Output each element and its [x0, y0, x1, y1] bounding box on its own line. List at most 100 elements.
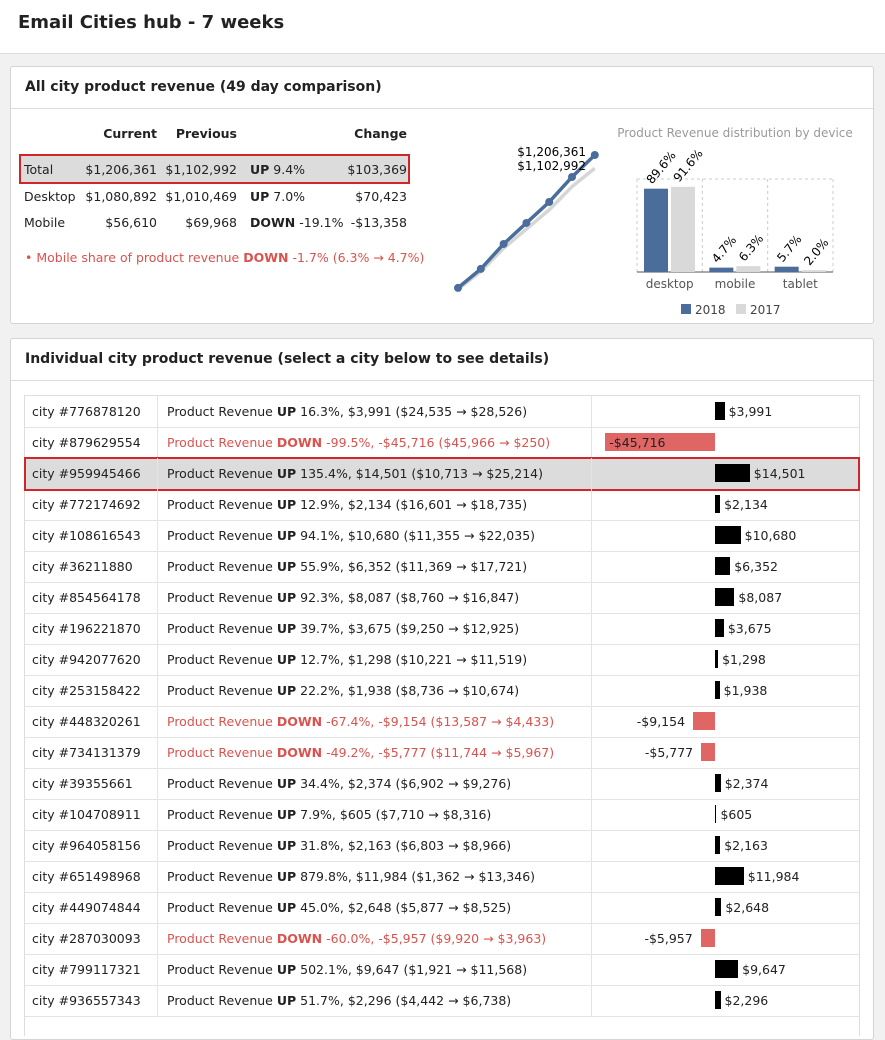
direction: DOWN [276, 745, 323, 760]
city-row[interactable]: city #879629554 Product Revenue DOWN -99.… [25, 427, 859, 459]
city-detail: Product Revenue DOWN -49.2%, -$5,777 ($1… [159, 737, 592, 768]
change-label: $9,647 [742, 962, 786, 977]
city-row[interactable]: city #959945466 Product Revenue UP 135.4%… [24, 457, 860, 491]
direction: UP [276, 838, 297, 853]
city-row[interactable]: city #36211880 Product Revenue UP 55.9%, … [25, 551, 859, 583]
sparkline-point [522, 218, 531, 227]
change-bar [715, 867, 744, 885]
change-bar [715, 650, 719, 668]
city-row[interactable]: city #104708911 Product Revenue UP 7.9%, … [25, 799, 859, 831]
city-row[interactable]: city #936557343 Product Revenue UP 51.7%,… [25, 985, 859, 1017]
city-row[interactable]: city #448320261 Product Revenue DOWN -67.… [25, 706, 859, 738]
bar [709, 267, 734, 272]
city-name: city #196221870 [25, 613, 158, 644]
city-detail: Product Revenue UP 31.8%, $2,163 ($6,803… [159, 830, 592, 861]
legend-label: 2018 [695, 303, 726, 317]
note-detail: -1.7% (6.3% → 4.7%) [292, 250, 425, 265]
change-label: $3,675 [727, 621, 772, 636]
percent: 9.4% [273, 162, 306, 177]
city-row[interactable]: city #39355661 Product Revenue UP 34.4%, … [25, 768, 859, 800]
chart-title: Product Revenue distribution by device [617, 126, 853, 140]
sparkline-label: $1,206,361 [517, 145, 586, 159]
detail: 34.4%, $2,374 ($6,902 → $9,276) [300, 776, 512, 791]
city-name: city #959945466 [25, 458, 158, 489]
city-row[interactable]: city #772174692 Product Revenue UP 12.9%,… [25, 489, 859, 521]
change-label: $2,374 [724, 776, 769, 791]
city-row[interactable]: city #253158422 Product Revenue UP 22.2%,… [25, 675, 859, 707]
city-row[interactable]: city #942077620 Product Revenue UP 12.7%,… [25, 644, 859, 676]
value-label: 6.3% [736, 232, 766, 264]
city-row[interactable]: city #776878120 Product Revenue UP 16.3%,… [25, 396, 859, 428]
metric: Product Revenue [167, 900, 273, 915]
city-name: city #36211880 [25, 551, 158, 582]
detail: 12.9%, $2,134 ($16,601 → $18,735) [300, 497, 528, 512]
direction: UP 7.0% [250, 189, 305, 204]
direction: UP [276, 900, 297, 915]
city-name: city #942077620 [25, 644, 158, 675]
row-label: Desktop [24, 188, 76, 204]
direction: UP [276, 590, 297, 605]
detail: 55.9%, $6,352 ($11,369 → $17,721) [300, 559, 528, 574]
panel-title: All city product revenue (49 day compari… [25, 79, 382, 95]
change-bar [715, 495, 721, 513]
detail: -60.0%, -$5,957 ($9,920 → $3,963) [326, 931, 547, 946]
city-detail: Product Revenue DOWN -60.0%, -$5,957 ($9… [159, 923, 592, 954]
city-row[interactable]: city #108616543 Product Revenue UP 94.1%,… [25, 520, 859, 552]
direction: DOWN [276, 714, 323, 729]
detail: 16.3%, $3,991 ($24,535 → $28,526) [300, 404, 528, 419]
change-bar [715, 588, 735, 606]
direction: UP [276, 962, 297, 977]
city-row[interactable]: city #799117321 Product Revenue UP 502.1%… [25, 954, 859, 986]
city-detail: Product Revenue UP 34.4%, $2,374 ($6,902… [159, 768, 592, 799]
city-detail: Product Revenue UP 94.1%, $10,680 ($11,3… [159, 520, 592, 551]
row-label: Mobile [24, 215, 66, 230]
sparkline-point [499, 239, 508, 248]
direction-word: UP [250, 188, 270, 204]
change-label: $11,984 [747, 869, 800, 884]
city-name: city #39355661 [25, 768, 158, 799]
city-row[interactable]: city #651498968 Product Revenue UP 879.8%… [25, 861, 859, 893]
detail: 31.8%, $2,163 ($6,803 → $8,966) [300, 838, 512, 853]
direction: DOWN [276, 931, 323, 946]
direction: DOWN -19.1% [250, 215, 343, 230]
city-row[interactable]: city #287030093 Product Revenue DOWN -60.… [25, 923, 859, 955]
value-label: 89.6% [644, 148, 679, 186]
direction-word: UP [250, 162, 270, 177]
change-bar [715, 619, 724, 637]
change-bar [715, 774, 721, 792]
detail: 879.8%, $11,984 ($1,362 → $13,346) [300, 869, 536, 884]
metric: Product Revenue [167, 652, 273, 667]
direction: UP [276, 466, 297, 481]
city-name: city #879629554 [25, 427, 158, 458]
note-direction: DOWN [243, 250, 289, 265]
note: • Mobile share of product revenue DOWN -… [25, 250, 425, 265]
direction: UP [276, 404, 297, 419]
page-title: Email Cities hub - 7 weeks [18, 12, 285, 33]
city-row[interactable]: city #196221870 Product Revenue UP 39.7%,… [25, 613, 859, 645]
sparkline-point [568, 173, 576, 182]
city-name: city #108616543 [25, 520, 158, 551]
metric: Product Revenue [167, 683, 273, 698]
city-row[interactable]: city #449074844 Product Revenue UP 45.0%,… [25, 892, 859, 924]
current: $1,080,892 [85, 188, 157, 204]
value-label: 2.0% [801, 236, 831, 268]
city-detail: Product Revenue UP 22.2%, $1,938 ($8,736… [159, 675, 592, 706]
direction: UP [276, 652, 297, 667]
city-row[interactable]: city #964058156 Product Revenue UP 31.8%,… [25, 830, 859, 862]
cities-table: city #776878120 Product Revenue UP 16.3%,… [24, 395, 860, 1036]
city-row[interactable]: city #734131379 Product Revenue DOWN -49.… [25, 737, 859, 769]
city-detail: Product Revenue UP 7.9%, $605 ($7,710 → … [159, 799, 592, 830]
change-label: -$9,154 [636, 714, 686, 729]
city-name: city #854564178 [25, 582, 158, 613]
change-bar [715, 991, 721, 1009]
separator [11, 108, 873, 109]
change-label: $2,134 [724, 497, 768, 512]
previous: $69,968 [185, 215, 237, 230]
sparkline-point [545, 197, 554, 206]
metric: Product Revenue [167, 559, 273, 574]
change-bar [715, 960, 739, 978]
city-row[interactable]: city #854564178 Product Revenue UP 92.3%,… [25, 582, 859, 614]
change: $103,369 [347, 162, 407, 177]
direction: UP [276, 776, 297, 791]
legend-label: 2017 [750, 303, 781, 317]
